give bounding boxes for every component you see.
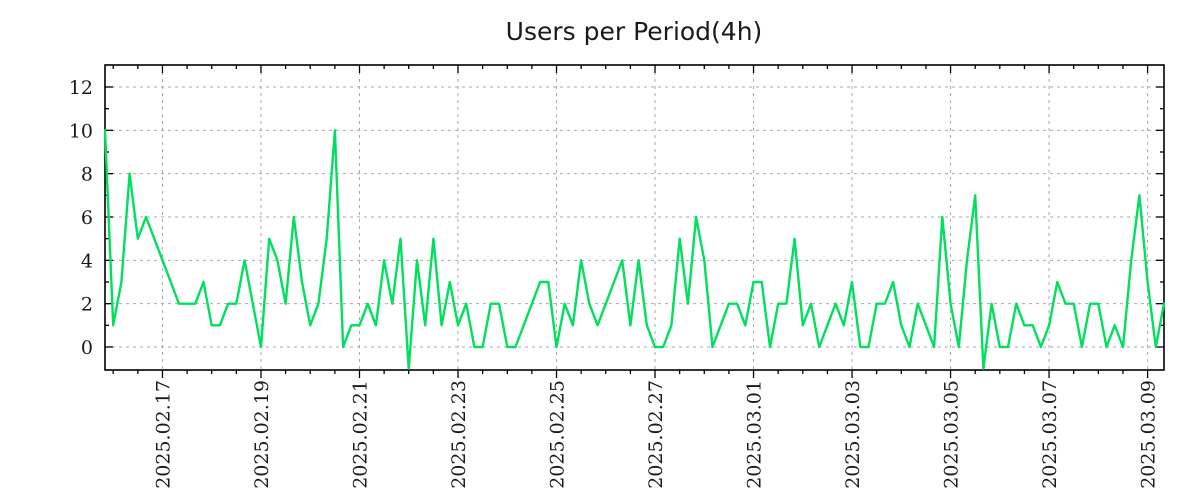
y-axis-tick-label: 10 [69, 120, 93, 142]
x-axis-tick-label: 2025.02.27 [645, 380, 667, 489]
y-axis-labels: 0 2 4 6 8 10 12 [69, 77, 93, 359]
x-axis-tick-label: 2025.03.05 [941, 380, 963, 489]
y-axis-tick-label: 8 [81, 164, 93, 186]
y-axis-tick-label: 12 [69, 77, 93, 99]
x-axis-tick-label: 2025.02.17 [152, 380, 174, 489]
series-line-layer [104, 129, 1165, 370]
x-axis-tick-label: 2025.03.07 [1039, 380, 1061, 489]
x-axis-tick-label: 2025.02.19 [251, 380, 273, 489]
plot-border [104, 64, 1165, 371]
x-axis-tick-label: 2025.02.21 [349, 380, 371, 489]
chart-title: Users per Period(4h) [506, 17, 763, 46]
y-axis-tick-label: 6 [81, 207, 93, 229]
tick-marks-layer [105, 65, 1164, 378]
plot-frame [104, 64, 1165, 371]
x-axis-tick-label: 2025.03.03 [842, 380, 864, 489]
x-axis-tick-label: 2025.03.09 [1138, 380, 1160, 489]
y-axis-tick-label: 4 [81, 250, 93, 272]
y-axis-tick-label: 2 [81, 294, 93, 316]
x-axis-labels: 2025.02.17 2025.02.19 2025.02.21 2025.02.23… [152, 380, 1159, 489]
x-axis-tick-label: 2025.02.23 [448, 380, 470, 489]
users-series-line [104, 129, 1165, 370]
x-axis-tick-label: 2025.02.25 [547, 380, 569, 489]
x-axis-tick-label: 2025.03.01 [744, 380, 766, 489]
y-axis-tick-label: 0 [81, 337, 93, 359]
